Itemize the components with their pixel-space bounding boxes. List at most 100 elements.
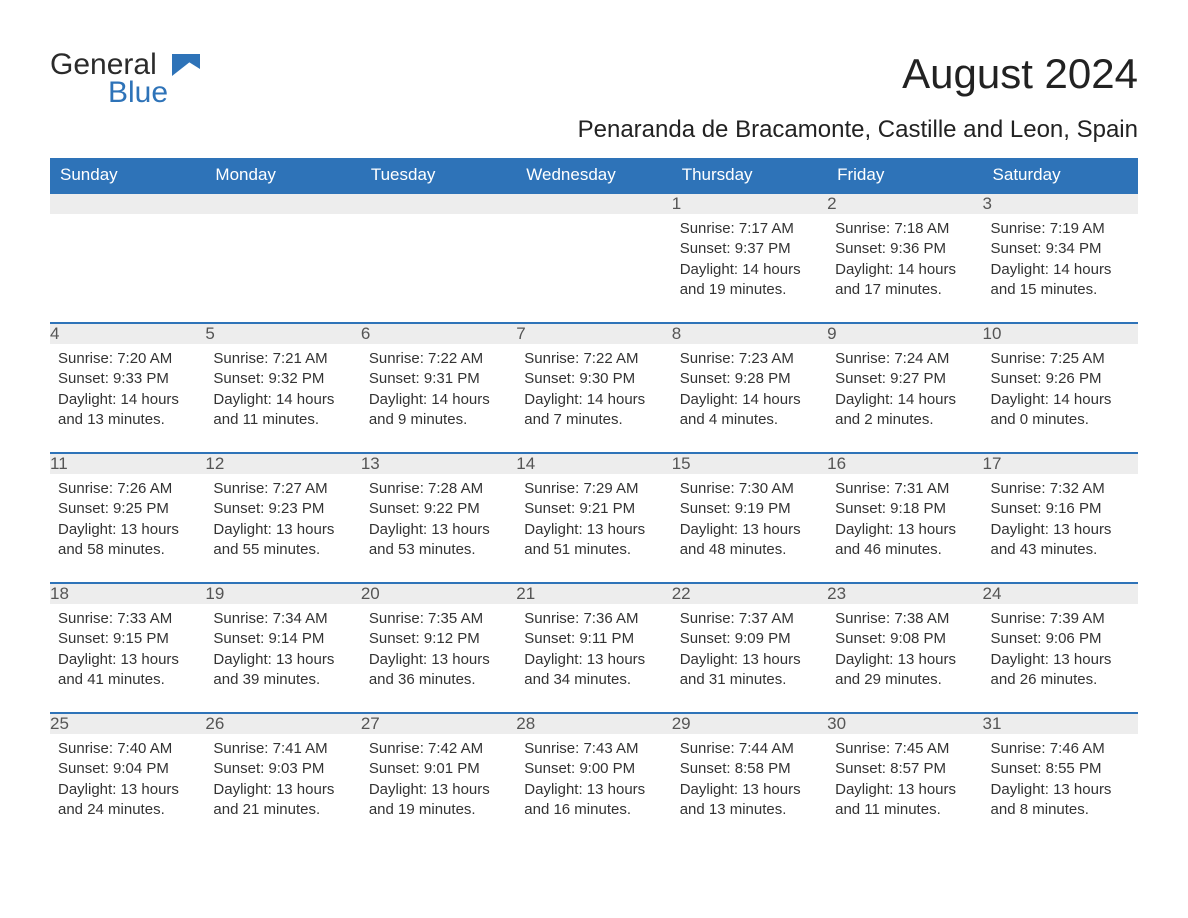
daylight-line: Daylight: 14 hours and 11 minutes. — [213, 390, 352, 431]
sunset-line-label: Sunset: — [213, 760, 268, 777]
sunrise-line: Sunrise: 7:43 AM — [524, 739, 663, 759]
sunrise-line-value: 7:25 AM — [1050, 350, 1105, 367]
sunrise-line-value: 7:27 AM — [273, 480, 328, 497]
logo-text-wrap: General Blue — [50, 50, 168, 110]
daylight-line-label: Daylight: — [680, 521, 743, 538]
sunrise-line-value: 7:29 AM — [583, 480, 638, 497]
sunrise-line: Sunrise: 7:27 AM — [213, 479, 352, 499]
day-cell: Sunrise: 7:23 AMSunset: 9:28 PMDaylight:… — [672, 344, 827, 452]
sunrise-line-label: Sunrise: — [58, 480, 117, 497]
daylight-line: Daylight: 14 hours and 9 minutes. — [369, 390, 508, 431]
day-cell: Sunrise: 7:21 AMSunset: 9:32 PMDaylight:… — [205, 344, 360, 452]
daylight-line: Daylight: 13 hours and 36 minutes. — [369, 650, 508, 691]
sunset-line-value: 9:01 PM — [424, 760, 480, 777]
day-cell: Sunrise: 7:37 AMSunset: 9:09 PMDaylight:… — [672, 604, 827, 712]
col-tuesday: Tuesday — [361, 158, 516, 193]
sunrise-line-label: Sunrise: — [835, 480, 894, 497]
sunrise-line: Sunrise: 7:39 AM — [991, 609, 1130, 629]
sunrise-line: Sunrise: 7:37 AM — [680, 609, 819, 629]
day-number: 19 — [205, 583, 360, 604]
daylight-line: Daylight: 13 hours and 46 minutes. — [835, 520, 974, 561]
sunset-line: Sunset: 9:34 PM — [991, 239, 1130, 259]
sunrise-line: Sunrise: 7:22 AM — [524, 349, 663, 369]
daylight-line-label: Daylight: — [524, 391, 587, 408]
sunrise-line-label: Sunrise: — [369, 740, 428, 757]
logo-triangle-icon — [172, 54, 200, 76]
sunset-line-label: Sunset: — [680, 370, 735, 387]
week-body-row: Sunrise: 7:17 AMSunset: 9:37 PMDaylight:… — [50, 214, 1138, 323]
day-number — [205, 193, 360, 214]
sunset-line: Sunset: 9:21 PM — [524, 499, 663, 519]
week-body-row: Sunrise: 7:26 AMSunset: 9:25 PMDaylight:… — [50, 474, 1138, 583]
week-daynum-row: 11121314151617 — [50, 453, 1138, 474]
sunset-line: Sunset: 9:19 PM — [680, 499, 819, 519]
sunset-line-value: 9:04 PM — [113, 760, 169, 777]
daylight-line: Daylight: 14 hours and 0 minutes. — [991, 390, 1130, 431]
sunset-line-label: Sunset: — [991, 500, 1046, 517]
sunset-line-value: 9:22 PM — [424, 500, 480, 517]
sunset-line: Sunset: 9:11 PM — [524, 629, 663, 649]
day-number: 14 — [516, 453, 671, 474]
daylight-line-label: Daylight: — [680, 261, 743, 278]
daylight-line: Daylight: 13 hours and 21 minutes. — [213, 780, 352, 821]
daylight-line-label: Daylight: — [991, 261, 1054, 278]
week-body-row: Sunrise: 7:33 AMSunset: 9:15 PMDaylight:… — [50, 604, 1138, 713]
sunrise-line: Sunrise: 7:36 AM — [524, 609, 663, 629]
sunrise-line-value: 7:32 AM — [1050, 480, 1105, 497]
day-number: 5 — [205, 323, 360, 344]
sunset-line: Sunset: 9:22 PM — [369, 499, 508, 519]
sunrise-line: Sunrise: 7:38 AM — [835, 609, 974, 629]
page-title: August 2024 — [902, 50, 1138, 98]
day-number: 31 — [983, 713, 1138, 734]
sunset-line-value: 9:11 PM — [579, 630, 634, 647]
sunrise-line-label: Sunrise: — [680, 740, 739, 757]
sunrise-line-label: Sunrise: — [835, 220, 894, 237]
daylight-line-label: Daylight: — [369, 521, 432, 538]
sunrise-line-value: 7:46 AM — [1050, 740, 1105, 757]
sunrise-line: Sunrise: 7:40 AM — [58, 739, 197, 759]
day-cell: Sunrise: 7:30 AMSunset: 9:19 PMDaylight:… — [672, 474, 827, 582]
sunset-line: Sunset: 9:03 PM — [213, 759, 352, 779]
sunrise-line: Sunrise: 7:26 AM — [58, 479, 197, 499]
sunset-line: Sunset: 9:31 PM — [369, 369, 508, 389]
sunrise-line: Sunrise: 7:18 AM — [835, 219, 974, 239]
sunrise-line-label: Sunrise: — [991, 350, 1050, 367]
sunset-line-value: 9:21 PM — [579, 500, 635, 517]
day-cell: Sunrise: 7:28 AMSunset: 9:22 PM Daylight:… — [361, 474, 516, 582]
sunrise-line-label: Sunrise: — [369, 610, 428, 627]
sunset-line-value: 9:32 PM — [268, 370, 324, 387]
sunrise-line: Sunrise: 7:41 AM — [213, 739, 352, 759]
sunrise-line: Sunrise: 7:19 AM — [991, 219, 1130, 239]
sunset-line: Sunset: 9:23 PM — [213, 499, 352, 519]
day-cell: Sunrise: 7:17 AMSunset: 9:37 PMDaylight:… — [672, 214, 827, 322]
day-cell: Sunrise: 7:38 AMSunset: 9:08 PMDaylight:… — [827, 604, 982, 712]
sunset-line-value: 9:08 PM — [890, 630, 946, 647]
day-number: 30 — [827, 713, 982, 734]
day-cell: Sunrise: 7:40 AMSunset: 9:04 PMDaylight:… — [50, 734, 205, 842]
sunrise-line: Sunrise: 7:42 AM — [369, 739, 508, 759]
sunset-line-value: 9:28 PM — [735, 370, 791, 387]
daylight-line-label: Daylight: — [58, 781, 121, 798]
sunset-line-label: Sunset: — [213, 630, 268, 647]
daylight-line: Daylight: 13 hours and 26 minutes. — [991, 650, 1130, 691]
daylight-line-label: Daylight: — [58, 391, 121, 408]
sunrise-line-label: Sunrise: — [524, 610, 583, 627]
sunset-line-label: Sunset: — [58, 500, 113, 517]
sunrise-line-label: Sunrise: — [213, 740, 272, 757]
day-number — [516, 193, 671, 214]
sunrise-line: Sunrise: 7:28 AM — [369, 479, 508, 499]
day-cell: Sunrise: 7:22 AMSunset: 9:31 PMDaylight:… — [361, 344, 516, 452]
daylight-line-label: Daylight: — [213, 521, 276, 538]
day-number: 17 — [983, 453, 1138, 474]
day-number: 26 — [205, 713, 360, 734]
day-cell: Sunrise: 7:27 AMSunset: 9:23 PM Daylight:… — [205, 474, 360, 582]
daylight-line: Daylight: 13 hours and 51 minutes. — [524, 520, 663, 561]
sunrise-line-value: 7:36 AM — [583, 610, 638, 627]
col-thursday: Thursday — [672, 158, 827, 193]
day-cell: Sunrise: 7:22 AMSunset: 9:30 PMDaylight:… — [516, 344, 671, 452]
sunrise-line-value: 7:19 AM — [1050, 220, 1105, 237]
sunrise-line: Sunrise: 7:23 AM — [680, 349, 819, 369]
sunset-line-value: 9:14 PM — [268, 630, 324, 647]
day-cell: Sunrise: 7:31 AMSunset: 9:18 PMDaylight:… — [827, 474, 982, 582]
sunrise-line-label: Sunrise: — [680, 350, 739, 367]
